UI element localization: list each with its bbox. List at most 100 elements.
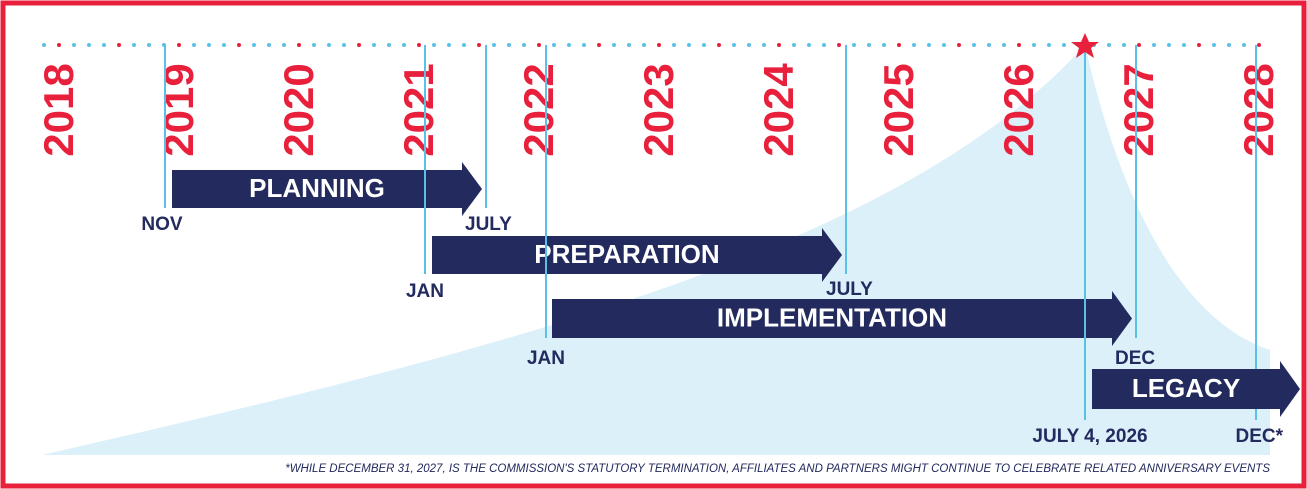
end-label: DEC* [1235, 426, 1283, 447]
dot [1242, 43, 1246, 47]
dot [1017, 43, 1021, 47]
dot [552, 43, 556, 47]
dot [1032, 43, 1036, 47]
year-label: 2018 [35, 63, 82, 156]
dot [1227, 43, 1231, 47]
dot [207, 43, 211, 47]
dot [657, 43, 661, 47]
dot [717, 43, 721, 47]
phase-arrow [552, 291, 1132, 346]
dot [927, 43, 931, 47]
end-label: JULY [465, 214, 512, 235]
dot [522, 43, 526, 47]
year-label: 2025 [875, 63, 922, 156]
dot [1152, 43, 1156, 47]
dot [462, 43, 466, 47]
footnote: *WHILE DECEMBER 31, 2027, IS THE COMMISS… [285, 463, 1270, 475]
dot [432, 43, 436, 47]
dot [1002, 43, 1006, 47]
year-label: 2020 [275, 63, 322, 156]
phase-label: PREPARATION [534, 239, 719, 269]
dot [1212, 43, 1216, 47]
year-label: 2023 [635, 63, 682, 156]
dot [42, 43, 46, 47]
dot [957, 43, 961, 47]
dot [567, 43, 571, 47]
year-label: 2019 [155, 63, 202, 156]
dot [312, 43, 316, 47]
dot [1167, 43, 1171, 47]
dot [192, 43, 196, 47]
dot [57, 43, 61, 47]
dot [747, 43, 751, 47]
dot [732, 43, 736, 47]
dot [762, 43, 766, 47]
year-label: 2022 [515, 63, 562, 156]
dot [612, 43, 616, 47]
dot [912, 43, 916, 47]
dot [222, 43, 226, 47]
year-label: 2028 [1235, 63, 1282, 156]
dot [852, 43, 856, 47]
dot [807, 43, 811, 47]
dot [822, 43, 826, 47]
dot [507, 43, 511, 47]
phase-arrow [1092, 361, 1300, 417]
dot [1047, 43, 1051, 47]
phase-label: LEGACY [1132, 373, 1240, 403]
dot [117, 43, 121, 47]
phase-label: IMPLEMENTATION [717, 302, 947, 332]
dot [1107, 43, 1111, 47]
phase-label: PLANNING [249, 173, 385, 203]
dot [447, 43, 451, 47]
dot [777, 43, 781, 47]
dot [672, 43, 676, 47]
dot [582, 43, 586, 47]
dot [897, 43, 901, 47]
dot [87, 43, 91, 47]
dot [792, 43, 796, 47]
dot [417, 43, 421, 47]
growth-area [42, 45, 1270, 455]
year-label: 2024 [755, 63, 802, 157]
dot [987, 43, 991, 47]
dot [1257, 43, 1261, 47]
dot [402, 43, 406, 47]
phase-arrow [432, 228, 842, 282]
dot [1062, 43, 1066, 47]
dot [297, 43, 301, 47]
dot [627, 43, 631, 47]
start-label: JAN [406, 281, 444, 302]
years: 2018 2019 2020 2021 2022 2023 2024 2025 2026 2027… [35, 63, 1282, 157]
dot [267, 43, 271, 47]
dot [972, 43, 976, 47]
dot [387, 43, 391, 47]
dot [1122, 43, 1126, 47]
milestone-star [1071, 33, 1099, 58]
dot [132, 43, 136, 47]
dot [687, 43, 691, 47]
end-label: JULY [826, 279, 873, 300]
end-label: DEC [1115, 348, 1155, 369]
dot [177, 43, 181, 47]
dot [537, 43, 541, 47]
dot [237, 43, 241, 47]
dot [1137, 43, 1141, 47]
dot [252, 43, 256, 47]
start-label: JULY 4, 2026 [1032, 426, 1147, 447]
dot [882, 43, 886, 47]
year-label: 2021 [395, 63, 442, 156]
start-label: JAN [527, 348, 565, 369]
dot [102, 43, 106, 47]
dot [1197, 43, 1201, 47]
dot [342, 43, 346, 47]
year-label: 2026 [995, 63, 1042, 156]
year-label: 2027 [1115, 63, 1162, 156]
dot [372, 43, 376, 47]
dot [1182, 43, 1186, 47]
dot [477, 43, 481, 47]
dot [147, 43, 151, 47]
